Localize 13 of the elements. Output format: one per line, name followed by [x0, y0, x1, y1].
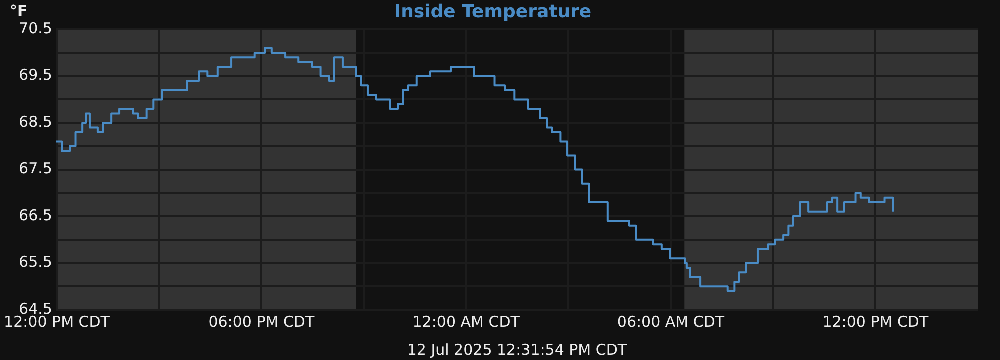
x-tick-label: 12:00 PM CDT — [822, 312, 930, 331]
x-tick-label: 06:00 AM CDT — [617, 312, 726, 331]
y-tick-label: 69.5 — [19, 66, 52, 84]
x-tick-label: 06:00 PM CDT — [208, 312, 316, 331]
y-tick-label: 66.5 — [19, 206, 52, 224]
y-tick-label: 70.5 — [19, 19, 52, 38]
y-tick-label: 65.5 — [19, 253, 52, 272]
x-tick-label: 12:00 AM CDT — [412, 312, 521, 331]
chart-title: Inside Temperature — [394, 1, 592, 22]
y-tick-label: 68.5 — [19, 112, 52, 131]
y-axis-title: °F — [10, 2, 28, 20]
x-axis-title: 12 Jul 2025 12:31:54 PM CDT — [407, 340, 628, 359]
y-tick-label: 67.5 — [19, 160, 52, 178]
